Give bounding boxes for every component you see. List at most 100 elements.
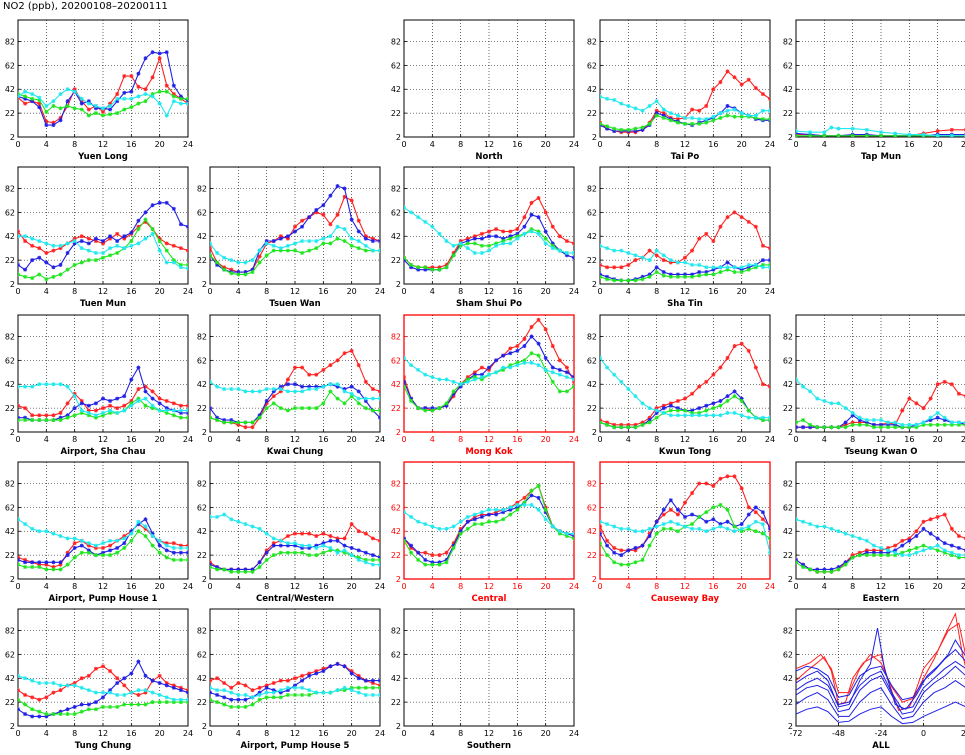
data-point	[529, 360, 534, 365]
data-point	[164, 548, 169, 553]
data-point	[907, 548, 912, 553]
data-point	[458, 519, 463, 524]
x-tick-label: 24	[183, 140, 193, 149]
data-point	[529, 351, 534, 356]
y-tick-label: 22	[783, 551, 793, 560]
panel-title: Kwai Chung	[267, 447, 324, 457]
data-point	[739, 82, 744, 87]
data-point	[768, 384, 770, 389]
data-point	[697, 121, 702, 126]
data-point	[409, 210, 414, 215]
data-point	[494, 519, 499, 524]
data-point	[864, 538, 869, 543]
data-point	[342, 351, 347, 356]
data-point	[58, 415, 63, 420]
data-point	[725, 507, 730, 512]
data-point	[472, 377, 477, 382]
data-point	[458, 239, 463, 244]
y-tick-label: 62	[783, 650, 793, 659]
data-point	[522, 502, 527, 507]
data-point	[822, 567, 827, 572]
data-point	[356, 239, 361, 244]
data-point	[136, 692, 141, 697]
data-point	[58, 262, 63, 267]
data-point	[236, 692, 241, 697]
data-point	[409, 396, 414, 401]
x-tick-label: 0	[15, 729, 20, 738]
data-point	[640, 255, 645, 260]
data-point	[850, 133, 855, 137]
plot-frame	[795, 461, 965, 580]
data-point	[704, 413, 709, 418]
data-point	[640, 401, 645, 406]
data-point	[479, 231, 484, 236]
data-point	[543, 210, 548, 215]
data-point	[18, 262, 20, 267]
data-point	[900, 550, 905, 555]
data-point	[18, 697, 20, 702]
data-point	[522, 358, 527, 363]
data-point	[143, 526, 148, 531]
data-point	[314, 545, 319, 550]
data-point	[328, 664, 333, 669]
data-point	[600, 519, 602, 524]
data-point	[661, 522, 666, 527]
data-point	[739, 265, 744, 270]
data-point	[472, 241, 477, 246]
y-tick-label: 22	[391, 256, 401, 265]
data-point	[928, 415, 933, 420]
x-tick-label: 0	[597, 582, 602, 591]
data-point	[479, 365, 484, 370]
data-point	[739, 526, 744, 531]
data-point	[690, 512, 695, 517]
data-point	[37, 272, 42, 277]
data-point	[437, 562, 442, 567]
data-point	[257, 248, 262, 253]
data-point	[928, 545, 933, 550]
y-tick-label: 82	[5, 332, 15, 341]
data-point	[23, 239, 28, 244]
x-tick-label: 4	[44, 287, 49, 296]
data-point	[843, 562, 848, 567]
x-tick-label: 16	[904, 140, 914, 149]
data-point	[732, 114, 737, 119]
data-point	[746, 526, 751, 531]
data-point	[171, 697, 176, 702]
x-tick-label: 4	[430, 435, 435, 444]
data-point	[557, 389, 562, 394]
data-point	[285, 236, 290, 241]
data-point	[300, 543, 305, 548]
data-point	[150, 92, 155, 97]
data-point	[409, 543, 414, 548]
data-point	[122, 702, 127, 707]
data-point	[564, 370, 569, 375]
data-point	[278, 234, 283, 239]
data-point	[328, 690, 333, 695]
series-cyan	[18, 87, 188, 118]
x-tick-label: 4	[626, 140, 631, 149]
series-red	[18, 664, 188, 702]
data-point	[236, 420, 241, 425]
x-tick-label: 20	[155, 435, 165, 444]
x-tick-label: 24	[765, 287, 775, 296]
data-point	[178, 94, 183, 99]
data-point	[79, 99, 84, 104]
data-point	[760, 517, 765, 522]
data-point	[122, 234, 127, 239]
data-point	[829, 569, 834, 574]
data-point	[557, 529, 562, 534]
data-point	[508, 505, 513, 510]
data-point	[760, 415, 765, 420]
data-point	[72, 241, 77, 246]
data-point	[115, 250, 120, 255]
data-point	[843, 425, 848, 430]
data-point	[328, 222, 333, 227]
data-point	[307, 239, 312, 244]
data-point	[349, 391, 354, 396]
x-tick-label: 0	[793, 140, 798, 149]
data-point	[572, 255, 574, 260]
data-point	[690, 413, 695, 418]
data-point	[58, 246, 63, 251]
data-point	[718, 270, 723, 275]
data-point	[210, 406, 212, 411]
